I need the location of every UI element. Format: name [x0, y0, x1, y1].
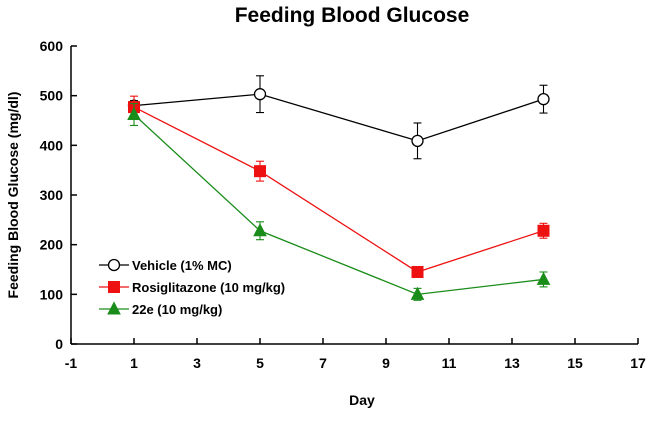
y-tick-label: 200	[40, 237, 64, 253]
legend: Vehicle (1% MC) Rosiglitazone (10 mg/kg) 2…	[99, 258, 285, 317]
series-line-0	[133, 93, 544, 142]
x-tick-label: 5	[256, 355, 264, 371]
x-tick-label: 3	[193, 355, 201, 371]
data-point-1	[254, 165, 266, 178]
y-axis-label: Feeding Blood Glucose (mg/dl)	[5, 92, 21, 299]
series-line-1	[133, 106, 544, 273]
data-point-2	[410, 286, 425, 300]
x-tick-label: 9	[382, 355, 390, 371]
y-tick-label: 0	[55, 336, 63, 352]
x-tick-label: -1	[65, 355, 78, 371]
data-point-1	[411, 265, 424, 278]
data-point-0	[537, 92, 550, 106]
legend-marker	[107, 258, 121, 272]
series-line-2	[133, 114, 544, 295]
legend-label: 22e (10 mg/kg)	[132, 302, 222, 317]
x-tick-label: 7	[319, 355, 327, 371]
data-point-0	[411, 134, 424, 148]
y-tick-label: 500	[40, 88, 64, 104]
data-point-2	[536, 271, 551, 285]
x-tick-label: 17	[630, 355, 646, 371]
y-tick-label: 300	[40, 187, 64, 203]
y-tick-label: 600	[40, 38, 64, 54]
x-tick-label: 1	[130, 355, 138, 371]
legend-marker	[108, 281, 120, 293]
legend-label: Rosiglitazone (10 mg/kg)	[132, 280, 285, 295]
y-tick-label: 400	[40, 137, 64, 153]
y-tick-label: 100	[40, 286, 64, 302]
x-tick-label: 13	[504, 355, 520, 371]
data-point-1	[537, 224, 550, 237]
x-tick-label: 15	[567, 355, 583, 371]
legend-marker	[107, 301, 121, 315]
data-point-2	[127, 106, 141, 121]
x-tick-label: 11	[442, 355, 457, 371]
x-axis-label: Day	[349, 392, 375, 408]
chart-title: Feeding Blood Glucose	[235, 4, 470, 27]
data-point-0	[253, 88, 267, 101]
legend-label: Vehicle (1% MC)	[132, 258, 232, 273]
data-point-2	[253, 223, 267, 237]
